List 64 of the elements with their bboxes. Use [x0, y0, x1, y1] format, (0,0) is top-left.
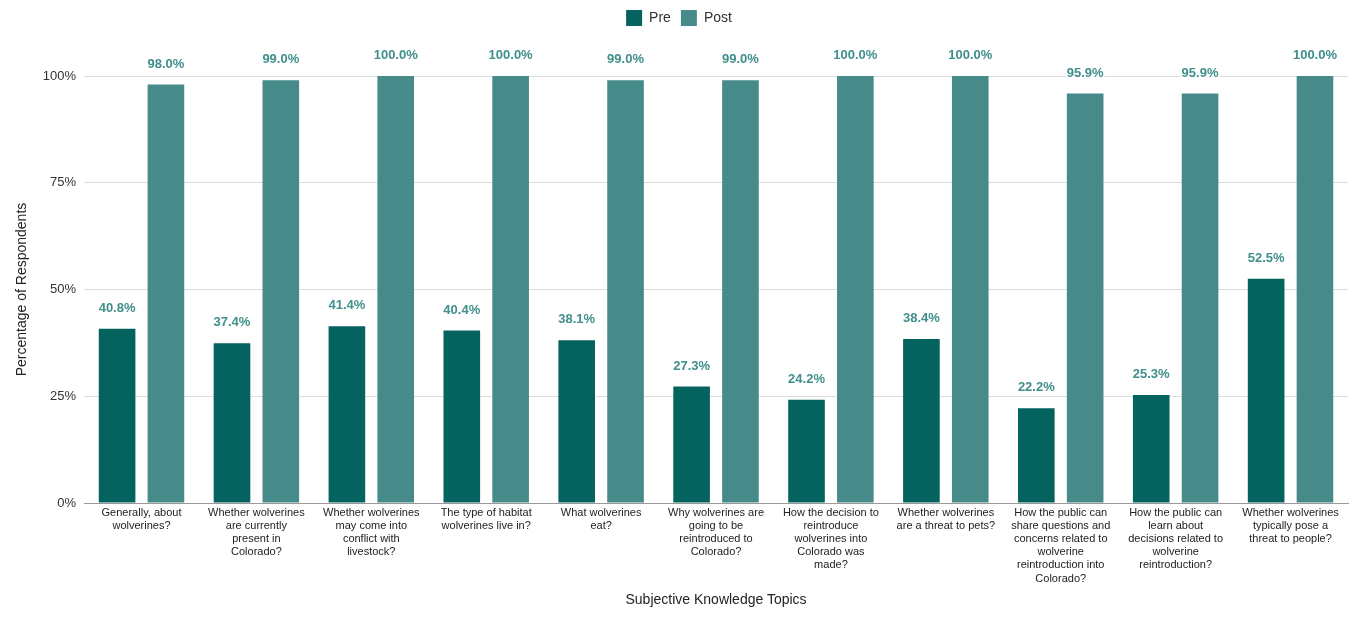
data-label: 52.5%	[1247, 249, 1285, 265]
x-tick-label: How the public can learn about decisions related to wolverine reintroduction?	[1128, 505, 1224, 571]
bar	[262, 80, 300, 503]
data-label: 41.4%	[328, 297, 366, 313]
bar	[722, 80, 759, 503]
legend-label: Post	[703, 8, 733, 25]
data-label: 27.3%	[673, 357, 711, 373]
data-label: 100.0%	[948, 47, 993, 63]
x-tick-label: Whether wolverines may come into conflict with livestock?	[323, 505, 421, 558]
bar	[1296, 76, 1334, 503]
x-tick-label: Whether wolverines are currently present in Colorado?	[208, 505, 306, 558]
bar	[673, 386, 710, 503]
data-label: 25.3%	[1132, 366, 1171, 382]
y-tick-label: 100%	[42, 67, 77, 83]
bar	[377, 76, 415, 503]
bar	[328, 326, 366, 503]
x-axis-title: Subjective Knowledge Topics	[625, 591, 807, 608]
y-tick-label: 25%	[50, 387, 77, 403]
data-label: 98.0%	[147, 55, 185, 71]
data-label: 37.4%	[213, 314, 251, 330]
bar	[213, 343, 251, 503]
bar	[98, 328, 136, 503]
x-tick-label: How the decision to reintroduce wolverines into Colorado was made?	[782, 505, 879, 571]
data-label: 99.0%	[262, 51, 300, 67]
data-label: 99.0%	[722, 51, 760, 67]
data-label: 22.2%	[1017, 379, 1056, 395]
bar	[147, 84, 185, 503]
data-label: 40.8%	[98, 299, 136, 315]
x-tick-label: The type of habitat wolverines live in?	[440, 505, 532, 531]
x-tick-label: Why wolverines are going to be reintroduced to Colorado?	[668, 505, 765, 558]
x-tick-label: Whether wolverines typically pose a threat to people?	[1242, 505, 1340, 545]
data-label: 24.2%	[788, 370, 826, 386]
data-label: 95.9%	[1066, 64, 1105, 80]
data-label: 100.0%	[1292, 47, 1338, 63]
x-tick-label: How the public can share questions and concerns related to wolverine reintroduction into Colorado?	[1011, 505, 1111, 584]
bar	[1132, 394, 1170, 503]
x-tick-label: Whether wolverines are a threat to pets?	[896, 505, 996, 531]
bar	[903, 339, 940, 503]
y-tick-label: 75%	[50, 174, 77, 190]
data-label: 38.1%	[558, 311, 596, 327]
bar	[558, 340, 596, 503]
data-label: 100.0%	[833, 47, 878, 63]
data-label: 40.4%	[443, 301, 481, 317]
bar	[1181, 93, 1219, 503]
y-axis-title: Percentage of Respondents	[13, 202, 30, 377]
bar	[951, 76, 989, 503]
data-label: 95.9%	[1181, 64, 1219, 80]
data-label: 38.4%	[902, 310, 941, 326]
bar	[1247, 278, 1285, 503]
data-label: 99.0%	[607, 51, 645, 67]
x-tick-label: What wolverines eat?	[560, 505, 642, 531]
y-tick-label: 50%	[50, 281, 77, 297]
bar	[607, 80, 644, 503]
bar	[837, 76, 874, 503]
y-tick-label: 0%	[57, 494, 77, 510]
bar	[1018, 408, 1055, 503]
bar	[492, 76, 529, 503]
data-label: 100.0%	[488, 47, 534, 63]
data-label: 100.0%	[373, 47, 419, 63]
bar	[1066, 93, 1104, 503]
bar	[788, 399, 825, 503]
bar	[443, 330, 481, 503]
x-tick-label: Generally, about wolverines?	[101, 505, 182, 531]
legend-label: Pre	[649, 8, 672, 25]
